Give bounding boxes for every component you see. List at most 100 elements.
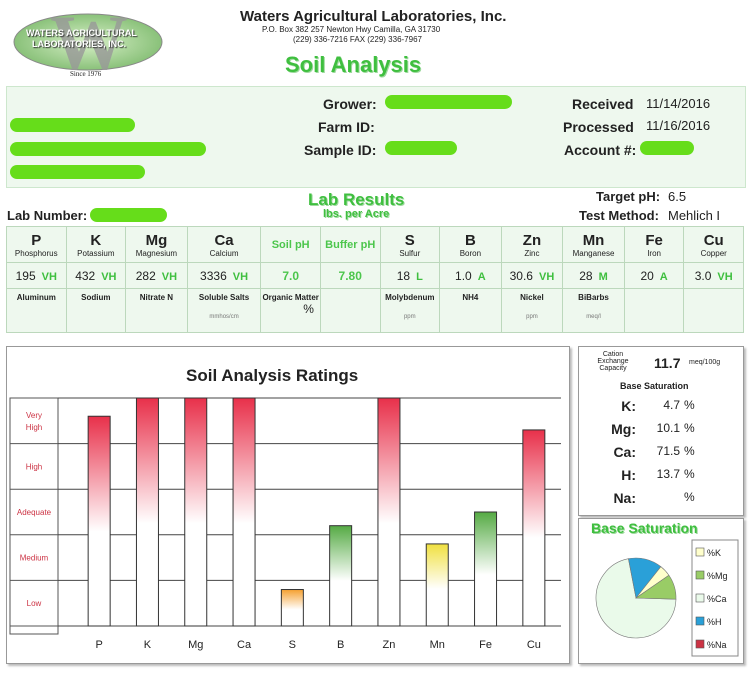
x-tick-label: S <box>289 639 296 651</box>
nutrient-name: Phosphorus <box>14 248 58 258</box>
nutrient-rating: M <box>598 270 608 283</box>
cec-label-line3: Capacity <box>599 365 627 372</box>
secondary-value <box>321 293 380 305</box>
secondary-cell: Sodium <box>65 288 127 333</box>
bar-cu <box>522 429 546 627</box>
base-sat-unit: % <box>684 444 695 458</box>
legend-label: %H <box>707 617 722 627</box>
secondary-value <box>502 302 563 314</box>
processed-value: 11/16/2016 <box>646 118 711 133</box>
secondary-name: Sodium <box>81 293 111 302</box>
base-sat-value: 4.7 <box>663 398 680 412</box>
x-tick-label: Mn <box>430 639 445 651</box>
x-tick-label: Ca <box>237 639 252 651</box>
base-sat-unit: % <box>684 467 695 481</box>
secondary-name: Aluminum <box>16 293 56 302</box>
received-label: Received <box>572 96 634 112</box>
base-sat-unit: % <box>684 421 695 435</box>
nutrient-symbol: K <box>90 231 102 249</box>
redacted-grower <box>385 95 512 109</box>
nutrient-rating: VH <box>232 270 249 283</box>
nutrient-value-cell: 3.0 VH <box>683 262 744 289</box>
nutrient-rating: VH <box>101 270 117 283</box>
bar-k <box>135 397 159 627</box>
x-tick-label: Zn <box>383 639 396 651</box>
nutrient-header-cell: Zn Zinc <box>500 226 564 263</box>
test-method-label: Test Method: <box>579 208 659 223</box>
nutrient-value: 3336 <box>200 268 227 283</box>
nutrient-name: Zinc <box>524 248 540 258</box>
secondary-cell <box>623 288 685 333</box>
nutrient-value-cell: 432 VH <box>65 262 127 289</box>
secondary-cell: Nickel ppm <box>500 288 564 333</box>
nutrient-name: Potassium <box>77 248 115 258</box>
secondary-name: Molybdenum <box>385 293 435 302</box>
base-sat-label: Mg: <box>611 421 636 437</box>
nutrient-value-cell: 7.0 <box>260 262 321 289</box>
x-tick-label: K <box>144 639 152 651</box>
x-tick-label: P <box>95 639 102 651</box>
redacted-grower-address-3 <box>10 165 145 179</box>
base-sat-title: Base Saturation <box>620 381 689 391</box>
nutrient-value-row: 195 VH 432 VH 282 VH 3336 VH 7.0 7.80 18 L 1.0 A 30.6 V… <box>6 262 744 289</box>
nutrient-rating: VH <box>161 270 178 283</box>
secondary-cell: Aluminum <box>6 288 67 333</box>
account-label: Account #: <box>564 142 637 158</box>
cec-unit: meq/100g <box>689 359 721 366</box>
nutrient-rating: VH <box>538 270 555 283</box>
secondary-name: NH4 <box>462 293 479 302</box>
bar-zn <box>377 397 401 627</box>
nutrient-value-cell: 3336 VH <box>186 262 262 289</box>
nutrient-symbol: Soil pH <box>271 238 310 251</box>
secondary-value: % <box>303 302 314 316</box>
test-method-value: Mehlich I <box>668 208 721 223</box>
legend-swatch <box>695 593 705 603</box>
secondary-unit: ppm <box>403 314 416 320</box>
chart-title: Soil Analysis Ratings <box>186 366 359 385</box>
pie-title: Base Saturation <box>591 520 698 536</box>
base-sat-label: Na: <box>613 490 636 506</box>
pie-slice-mg <box>635 574 677 600</box>
base-sat-unit: % <box>684 398 695 412</box>
y-category-label: Adequate <box>17 508 52 517</box>
nutrient-name: Magnesium <box>135 248 178 258</box>
nutrient-symbol: S <box>404 231 415 249</box>
secondary-value <box>67 302 126 314</box>
secondary-cell: Soluble Salts mmhos/cm <box>186 288 262 333</box>
nutrient-header-cell: Soil pH <box>260 226 321 263</box>
lab-results-table: P Phosphorus K Potassium Mg Magnesium Ca Calciu… <box>6 226 744 333</box>
lab-results-subtitle: lbs. per Acre <box>323 208 390 220</box>
nutrient-header-cell: K Potassium <box>65 226 127 263</box>
lab-results-title: Lab Results <box>308 190 405 209</box>
secondary-cell: Nitrate N <box>125 288 188 333</box>
y-category-label: Very <box>26 411 42 420</box>
secondary-unit: meq/l <box>586 314 601 320</box>
lab-number-label: Lab Number: <box>7 208 88 223</box>
nutrient-header-cell: Mn Manganese <box>562 226 625 263</box>
nutrient-header-cell: Buffer pH <box>319 226 381 263</box>
nutrient-header-row: P Phosphorus K Potassium Mg Magnesium Ca Calciu… <box>6 226 744 263</box>
secondary-name: Nickel <box>520 293 544 302</box>
x-tick-label: Cu <box>527 639 541 651</box>
nutrient-name: Iron <box>647 248 661 258</box>
x-tick-label: B <box>337 639 344 651</box>
nutrient-value: 7.80 <box>338 268 362 283</box>
nutrient-name: Manganese <box>572 248 615 258</box>
bar-ca <box>232 397 256 627</box>
nutrient-symbol: Mg <box>145 231 168 249</box>
x-tick-label: Fe <box>479 639 492 651</box>
nutrient-symbol: Buffer pH <box>325 238 376 251</box>
secondary-value <box>684 293 743 305</box>
nutrient-symbol: Cu <box>703 231 724 249</box>
bar-fe <box>474 511 498 627</box>
nutrient-symbol: Mn <box>582 231 605 249</box>
nutrient-value: 28 <box>579 268 593 283</box>
nutrient-value: 432 <box>75 268 96 283</box>
nutrient-symbol: P <box>31 231 42 249</box>
base-sat-label: Ca: <box>613 444 636 460</box>
legend-label: %Na <box>707 640 727 650</box>
nutrient-value-cell: 18 L <box>379 262 441 289</box>
logo-line2: LABORATORIES, INC. <box>32 39 127 49</box>
redacted-sample-id <box>385 141 457 155</box>
base-sat-label: H: <box>621 467 636 483</box>
